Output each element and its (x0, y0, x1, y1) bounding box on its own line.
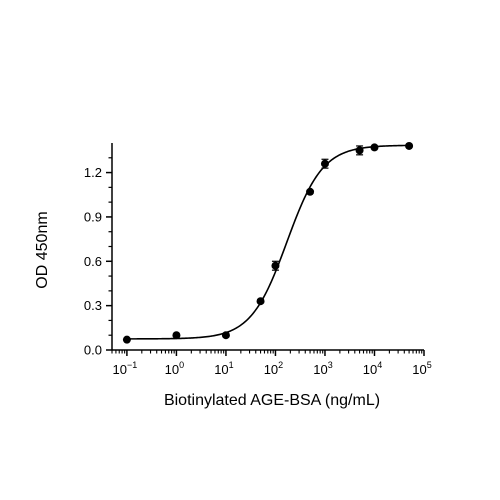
data-point (405, 141, 414, 150)
x-tick-label: 105 (412, 360, 431, 377)
axes (111, 143, 424, 351)
data-points (122, 141, 414, 344)
x-axis-ticks: 10−1 100 101 102 103 104 105 (111, 350, 432, 377)
x-tick-label: 101 (214, 360, 233, 377)
x-tick-label: 104 (363, 360, 382, 377)
x-tick-label: 102 (264, 360, 283, 377)
y-tick-label: 0.6 (84, 254, 102, 269)
data-point (370, 143, 379, 152)
y-axis-title: OD 450nm (34, 211, 51, 288)
data-point (355, 146, 364, 155)
x-tick-label: 103 (313, 360, 332, 377)
x-tick-label: 100 (165, 360, 184, 377)
data-point (306, 187, 315, 196)
x-axis-title: Biotinylated AGE-BSA (ng/mL) (164, 392, 380, 409)
y-axis-ticks: 0.0 0.3 0.6 0.9 1.2 (84, 157, 112, 358)
y-tick-label: 0.9 (84, 209, 102, 224)
data-point (320, 159, 329, 168)
data-point (122, 335, 131, 344)
data-point (221, 331, 230, 340)
data-point (271, 261, 280, 270)
data-point (256, 297, 265, 306)
y-tick-label: 1.2 (84, 165, 102, 180)
fit-curve (126, 144, 410, 340)
x-tick-label: 10−1 (113, 360, 138, 377)
y-tick-label: 0.3 (84, 298, 102, 313)
data-point (172, 331, 181, 340)
y-tick-label: 0.0 (84, 343, 102, 358)
